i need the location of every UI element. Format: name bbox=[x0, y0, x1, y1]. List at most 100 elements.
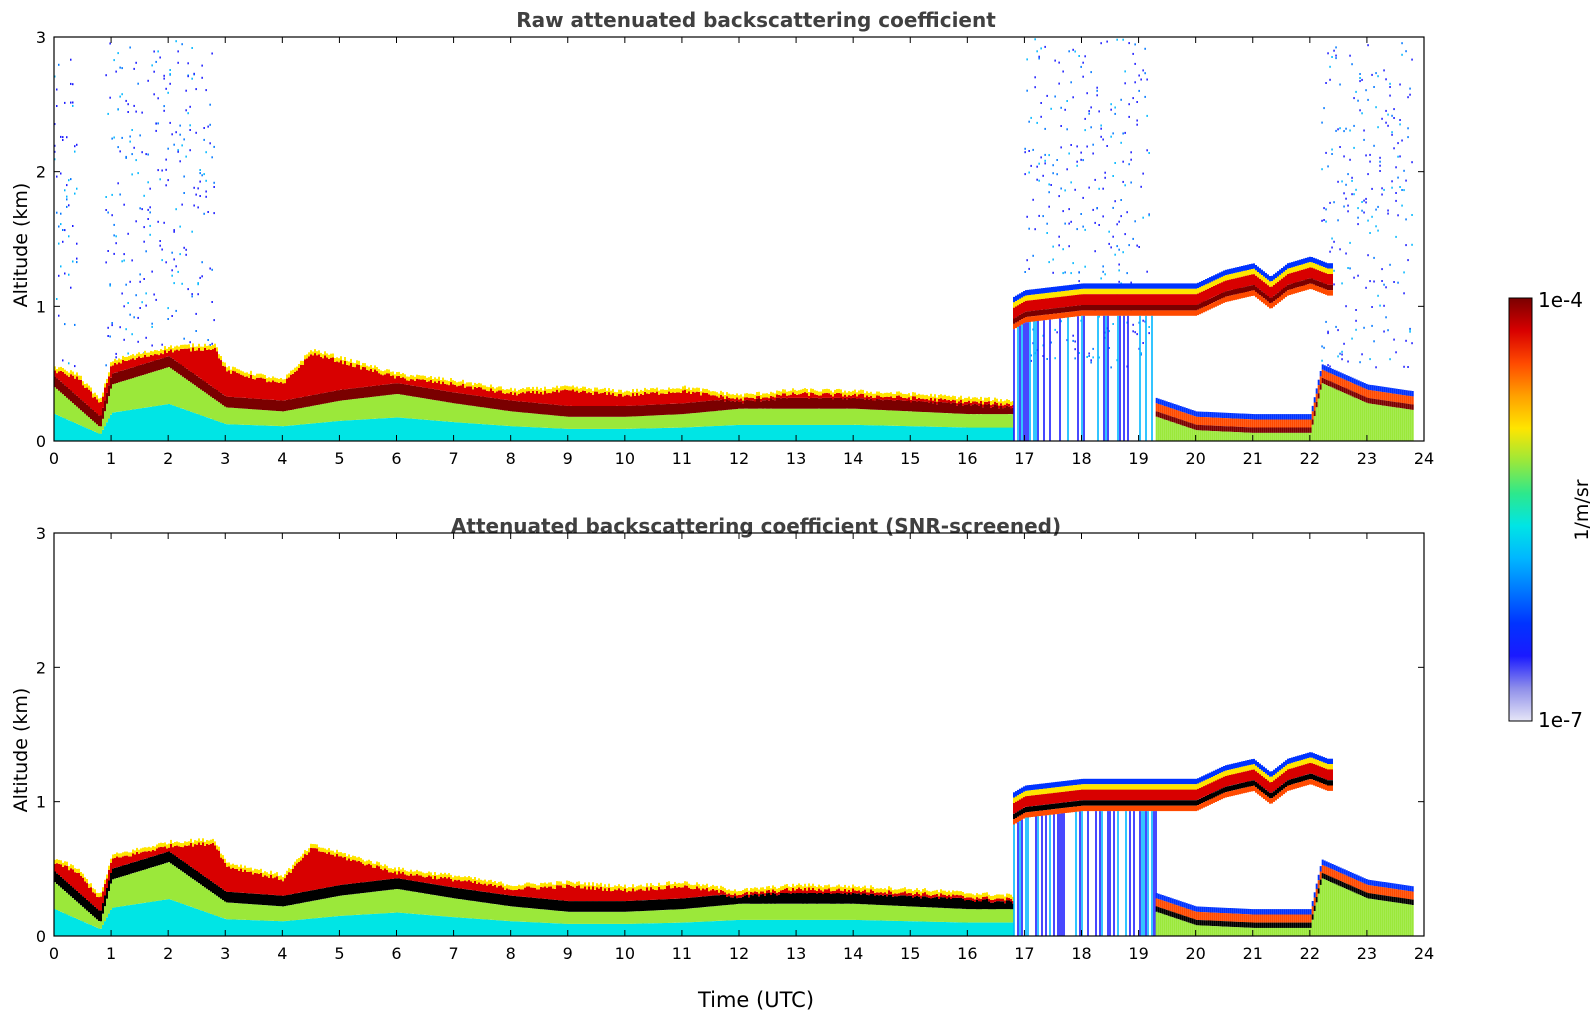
noise-speck bbox=[213, 186, 215, 188]
x-tick-label: 1 bbox=[106, 449, 116, 468]
boundary-layer-column bbox=[502, 389, 504, 393]
boundary-layer-column bbox=[528, 387, 530, 391]
boundary-layer-column bbox=[624, 406, 626, 417]
boundary-layer-column bbox=[252, 379, 254, 399]
boundary-layer-column bbox=[130, 905, 132, 936]
noise-speck bbox=[60, 223, 62, 225]
cloud-layer-column bbox=[1229, 269, 1231, 274]
noise-speck bbox=[167, 318, 169, 320]
boundary-layer-column bbox=[822, 398, 824, 409]
lower-layer-column bbox=[1184, 413, 1186, 421]
boundary-layer-column bbox=[122, 876, 124, 906]
noise-speck bbox=[193, 73, 195, 75]
lower-layer-column bbox=[1394, 394, 1396, 402]
noise-speck bbox=[1383, 305, 1385, 307]
boundary-layer-column bbox=[388, 374, 390, 385]
cloud-layer-column bbox=[1275, 294, 1277, 299]
boundary-layer-column bbox=[804, 425, 806, 441]
cloud-layer-column bbox=[1145, 283, 1147, 288]
boundary-layer-column bbox=[974, 428, 976, 442]
boundary-layer-column bbox=[542, 390, 544, 394]
boundary-layer-column bbox=[968, 397, 970, 401]
boundary-layer-column bbox=[672, 404, 674, 415]
boundary-layer-column bbox=[582, 387, 584, 391]
boundary-layer-column bbox=[346, 400, 348, 421]
noise-speck bbox=[1367, 44, 1369, 46]
boundary-layer-column bbox=[442, 401, 444, 421]
noise-speck bbox=[1132, 53, 1134, 55]
boundary-layer-column bbox=[908, 397, 910, 400]
boundary-layer-column bbox=[144, 870, 146, 903]
noise-speck bbox=[117, 109, 119, 111]
noise-speck bbox=[1325, 321, 1327, 323]
boundary-layer-column bbox=[896, 392, 898, 396]
boundary-layer-column bbox=[158, 359, 160, 370]
cloud-layer-column bbox=[1067, 291, 1069, 296]
boundary-layer-column bbox=[766, 425, 768, 441]
noise-speck bbox=[1024, 148, 1026, 150]
boundary-layer-column bbox=[186, 410, 188, 441]
cloud-layer-column bbox=[1171, 289, 1173, 294]
noise-speck bbox=[1331, 238, 1333, 240]
boundary-layer-column bbox=[594, 429, 596, 441]
boundary-layer-column bbox=[482, 407, 484, 424]
boundary-layer-column bbox=[98, 929, 100, 937]
boundary-layer-column bbox=[276, 426, 278, 441]
lower-layer-column bbox=[1166, 415, 1168, 420]
noise-speck bbox=[1068, 223, 1070, 225]
noise-speck bbox=[155, 61, 157, 63]
lower-layer-column bbox=[1318, 399, 1320, 441]
boundary-layer-column bbox=[488, 408, 490, 424]
cloud-layer-column bbox=[1099, 294, 1101, 305]
boundary-layer-column bbox=[734, 402, 736, 409]
boundary-layer-column bbox=[164, 863, 166, 899]
cloud-layer-column bbox=[1319, 282, 1321, 287]
boundary-layer-column bbox=[584, 406, 586, 417]
cloud-layer-column bbox=[1099, 289, 1101, 294]
lower-layer-column bbox=[1340, 372, 1342, 377]
boundary-layer-column bbox=[96, 928, 98, 936]
boundary-layer-column bbox=[146, 374, 148, 408]
boundary-layer-column bbox=[494, 425, 496, 441]
cloud-layer-column bbox=[1231, 274, 1233, 279]
cloud-layer-column bbox=[1149, 310, 1151, 315]
boundary-layer-column bbox=[304, 424, 306, 441]
cloud-layer-column bbox=[1065, 291, 1067, 296]
cloud-layer-column bbox=[1157, 305, 1159, 310]
cloud-layer-column bbox=[1103, 289, 1105, 294]
boundary-layer-column bbox=[842, 396, 844, 399]
boundary-layer-column bbox=[534, 403, 536, 414]
boundary-layer-column bbox=[350, 359, 352, 363]
boundary-layer-column bbox=[546, 389, 548, 393]
noise-speck bbox=[1353, 193, 1355, 195]
boundary-layer-column bbox=[684, 390, 686, 403]
cloud-layer-column bbox=[1123, 305, 1125, 310]
noise-speck bbox=[1389, 86, 1391, 88]
boundary-layer-column bbox=[466, 394, 468, 405]
boundary-layer-column bbox=[156, 350, 158, 354]
cloud-layer-column bbox=[1331, 269, 1333, 274]
boundary-layer-column bbox=[356, 364, 358, 388]
lower-layer-column bbox=[1238, 413, 1240, 418]
boundary-layer-column bbox=[98, 399, 100, 403]
boundary-layer-column bbox=[526, 402, 528, 413]
noise-speck bbox=[127, 233, 128, 235]
cloud-layer-column bbox=[1129, 305, 1131, 310]
boundary-layer-column bbox=[328, 355, 330, 359]
boundary-layer-column bbox=[410, 419, 412, 442]
lower-layer-column bbox=[1342, 392, 1344, 441]
noise-speck bbox=[143, 195, 145, 197]
boundary-layer-column bbox=[360, 387, 362, 398]
boundary-layer-column bbox=[918, 426, 920, 441]
boundary-layer-column bbox=[134, 356, 136, 360]
lower-layer-column bbox=[1212, 412, 1214, 417]
boundary-layer-column bbox=[468, 382, 470, 386]
boundary-layer-column bbox=[736, 400, 738, 409]
noise-speck bbox=[207, 211, 209, 213]
boundary-layer-column bbox=[130, 863, 132, 874]
lower-layer-column bbox=[1296, 420, 1298, 428]
noise-speck bbox=[1044, 154, 1046, 156]
cloud-layer-column bbox=[1037, 316, 1039, 321]
cloud-layer-column bbox=[1231, 279, 1233, 290]
noise-speck bbox=[1026, 90, 1028, 92]
